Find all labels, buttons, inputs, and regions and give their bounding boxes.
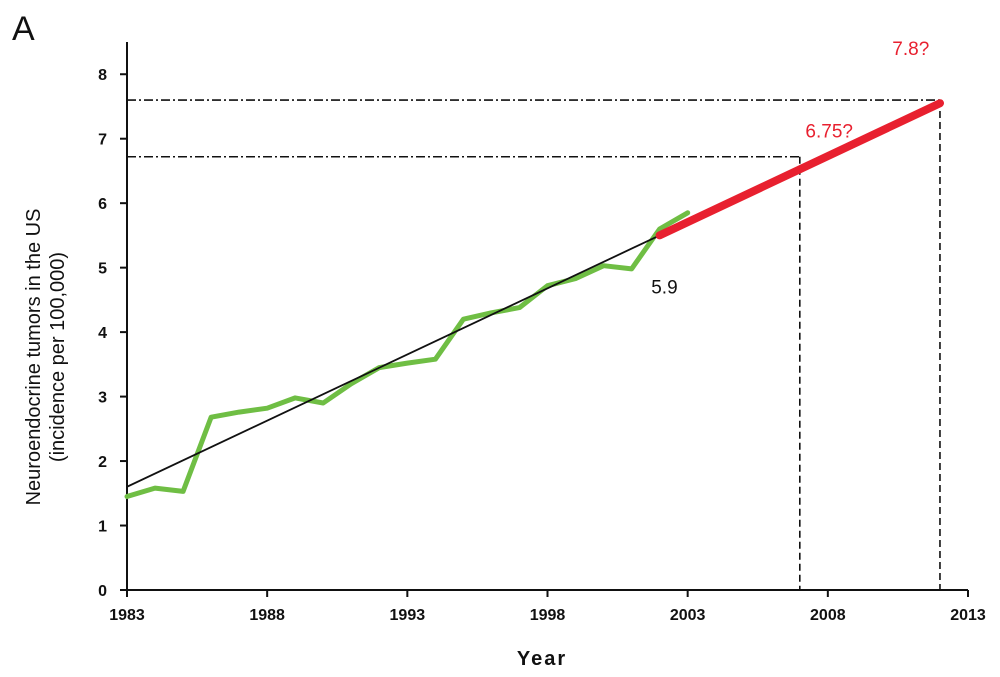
annotation-label: 7.8? <box>892 39 929 60</box>
observed-line <box>124 210 691 499</box>
y-axis-title-line-1: Neuroendocrine tumors in the US <box>23 209 45 506</box>
y-tick-label: 0 <box>98 583 107 600</box>
x-tick-label: 2013 <box>950 607 986 624</box>
y-tick-label: 1 <box>98 519 107 536</box>
annotations: 5.9 6.75? 7.8? <box>651 39 929 299</box>
trend-line <box>126 234 661 488</box>
x-tick-label: 1998 <box>530 607 566 624</box>
ticks: 0 1 2 3 4 5 6 7 8 1983 1988 1993 1998 2003 2008 2013 <box>98 67 986 624</box>
y-tick-label: 2 <box>98 454 107 471</box>
reference-lines <box>127 99 941 590</box>
y-tick-label: 8 <box>98 67 107 84</box>
x-tick-label: 1983 <box>109 607 145 624</box>
projection-line <box>655 99 944 240</box>
annotation-label: 5.9 <box>651 277 677 298</box>
y-tick-label: 4 <box>98 325 107 342</box>
x-tick-label: 2003 <box>670 607 706 624</box>
series <box>124 99 944 499</box>
y-axis-title-line-2: (incidence per 100,000) <box>47 252 69 462</box>
x-tick-label: 2008 <box>810 607 846 624</box>
x-axis-title: Year <box>517 648 567 670</box>
panel-label: A <box>12 10 35 48</box>
y-tick-label: 3 <box>98 390 107 407</box>
y-tick-label: 7 <box>98 132 107 149</box>
y-tick-label: 6 <box>98 196 107 213</box>
annotation-label: 6.75? <box>805 121 853 142</box>
y-tick-label: 5 <box>98 261 107 278</box>
x-tick-label: 1988 <box>249 607 285 624</box>
x-tick-label: 1993 <box>390 607 426 624</box>
